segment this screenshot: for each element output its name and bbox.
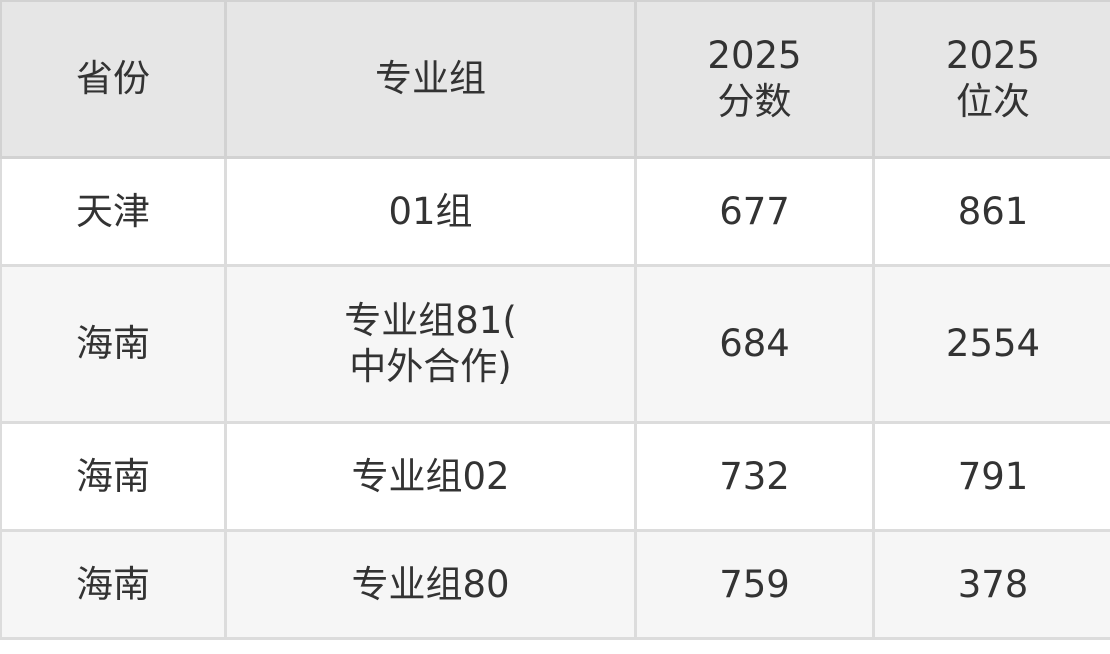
cell-province: 天津 <box>0 156 227 267</box>
cell-score: 759 <box>634 529 875 640</box>
cell-rank: 791 <box>872 421 1110 532</box>
cell-group: 专业组81( 中外合作) <box>224 264 637 424</box>
table-row: 海南 专业组80 759 378 <box>0 529 1110 640</box>
cell-score: 677 <box>634 156 875 267</box>
header-row: 省份 专业组 2025 分数 2025 位次 <box>0 0 1110 159</box>
cell-province: 海南 <box>0 264 227 424</box>
table-row: 海南 专业组81( 中外合作) 684 2554 <box>0 264 1110 424</box>
cell-score: 732 <box>634 421 875 532</box>
cell-rank: 378 <box>872 529 1110 640</box>
table-row: 天津 01组 677 861 <box>0 156 1110 267</box>
header-score: 2025 分数 <box>634 0 875 159</box>
cell-rank: 2554 <box>872 264 1110 424</box>
cell-rank: 861 <box>872 156 1110 267</box>
header-province: 省份 <box>0 0 227 159</box>
table-row: 海南 专业组02 732 791 <box>0 421 1110 532</box>
score-table: 省份 专业组 2025 分数 2025 位次 天津 01组 677 861 海南… <box>0 0 1110 640</box>
cell-province: 海南 <box>0 421 227 532</box>
cell-group: 专业组80 <box>224 529 637 640</box>
cell-group: 01组 <box>224 156 637 267</box>
cell-score: 684 <box>634 264 875 424</box>
header-group: 专业组 <box>224 0 637 159</box>
header-rank: 2025 位次 <box>872 0 1110 159</box>
cell-province: 海南 <box>0 529 227 640</box>
cell-group: 专业组02 <box>224 421 637 532</box>
